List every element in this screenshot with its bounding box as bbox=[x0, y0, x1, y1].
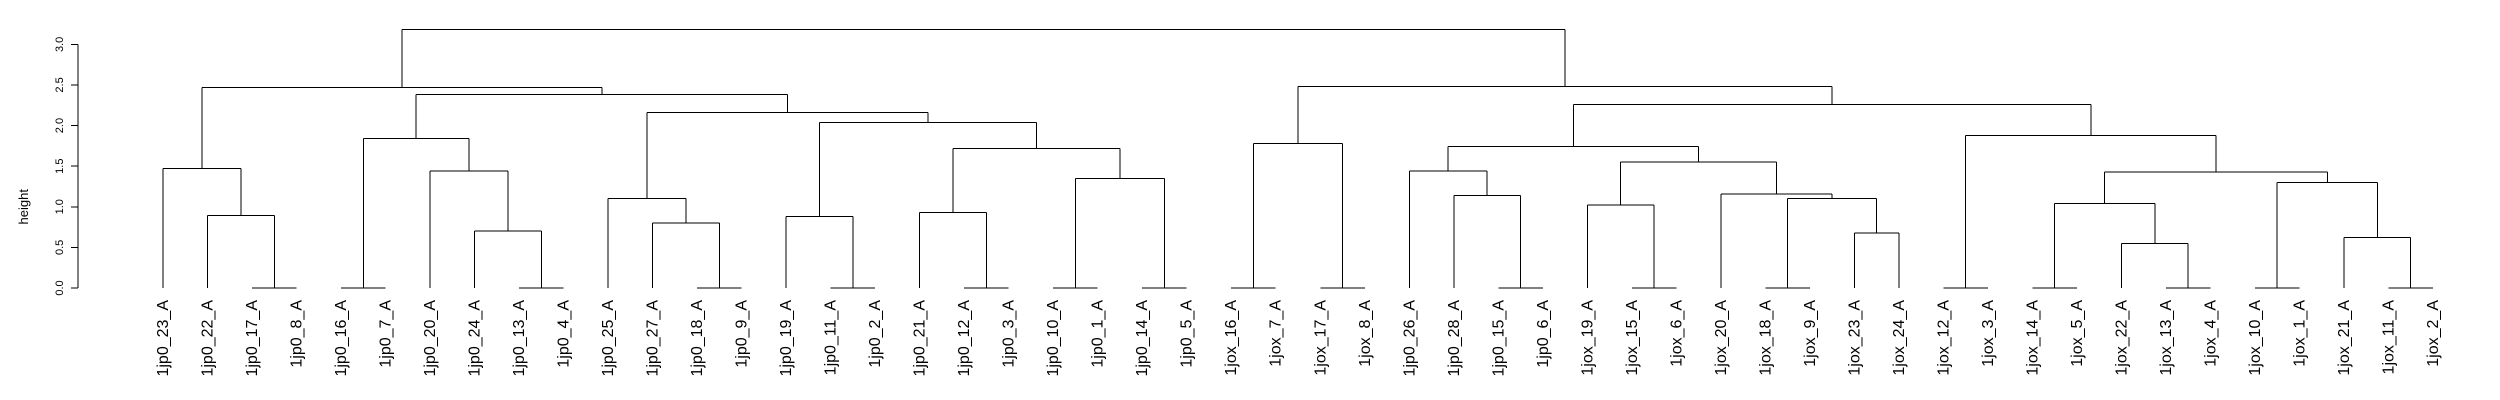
leaf-label: 1jox_13_A bbox=[2158, 300, 2175, 376]
leaf-label: 1jox_22_A bbox=[2113, 300, 2130, 376]
leaf-labels: 1jp0_23_A 1jp0_22_A 1jp0_17_A 1jp0_8_A 1jp0_… bbox=[155, 300, 2442, 377]
leaf-label: 1jp0_2_A bbox=[867, 300, 884, 368]
merge-node bbox=[1447, 146, 1700, 172]
leaf-label: 1jox_20_A bbox=[1713, 300, 1730, 376]
leaf-label: 1jox_15_A bbox=[1624, 300, 1641, 376]
leaf-label: 1jp0_25_A bbox=[600, 300, 617, 377]
y-tick-label: 3.0 bbox=[54, 37, 66, 52]
merge-node bbox=[1297, 86, 1833, 144]
leaf-label: 1jox_4_A bbox=[2202, 300, 2219, 367]
merge-node bbox=[785, 216, 854, 288]
merge-node bbox=[607, 198, 687, 288]
leaf-label: 1jox_23_A bbox=[1846, 300, 1863, 376]
leaf-label: 1jp0_8_A bbox=[289, 300, 306, 368]
merge-node bbox=[819, 121, 1038, 217]
y-tick-label: 0.5 bbox=[54, 240, 66, 255]
merge-node bbox=[1787, 198, 1878, 288]
y-axis: 0.0 0.5 1.0 1.5 2.0 2.5 3.0 height bbox=[16, 37, 79, 296]
merge-node bbox=[2104, 171, 2328, 204]
merge-node bbox=[1074, 177, 1165, 288]
merge-node bbox=[2054, 203, 2156, 288]
merge-node bbox=[952, 147, 1121, 213]
leaf-label: 1jp0_21_A bbox=[912, 300, 929, 377]
y-axis-title: height bbox=[16, 189, 31, 225]
leaf-label: 1jp0_9_A bbox=[734, 300, 751, 368]
merge-node bbox=[474, 230, 542, 288]
leaf-label: 1jp0_15_A bbox=[1490, 300, 1507, 377]
merge-node bbox=[1453, 194, 1522, 288]
merge-node bbox=[362, 138, 470, 288]
leaf-label: 1jp0_10_A bbox=[1045, 300, 1062, 377]
leaf-label: 1jox_1_A bbox=[2291, 300, 2308, 367]
leaf-label: 1jp0_24_A bbox=[467, 300, 484, 377]
merge-node bbox=[2276, 181, 2378, 288]
leaf-label: 1jox_11_A bbox=[2380, 300, 2397, 375]
merge-node bbox=[2343, 237, 2412, 288]
leaf-label: 1jox_16_A bbox=[1223, 300, 1240, 376]
leaf-label: 1jox_24_A bbox=[1891, 300, 1908, 376]
leaf-label: 1jox_8_A bbox=[1357, 300, 1374, 367]
merge-node bbox=[1965, 134, 2217, 288]
leaf-label: 1jp0_11_A bbox=[823, 300, 840, 376]
dendrogram-branches bbox=[162, 29, 2433, 289]
leaf-label: 1jp0_4_A bbox=[556, 300, 573, 368]
y-ticks: 0.0 0.5 1.0 1.5 2.0 2.5 3.0 bbox=[54, 37, 78, 296]
leaf-label: 1jox_7_A bbox=[1268, 300, 1285, 367]
leaf-label: 1jp0_18_A bbox=[689, 300, 706, 377]
merge-node bbox=[919, 211, 987, 288]
merge-node bbox=[429, 170, 509, 288]
merge-node bbox=[1408, 170, 1488, 288]
leaf-label: 1jp0_3_A bbox=[1001, 300, 1018, 368]
y-tick-label: 2.0 bbox=[54, 118, 66, 133]
leaf-label: 1jp0_28_A bbox=[1446, 300, 1463, 377]
leaf-label: 1jp0_17_A bbox=[244, 300, 261, 377]
merge-node bbox=[652, 222, 720, 288]
merge-node bbox=[646, 112, 929, 199]
leaf-label: 1jox_14_A bbox=[2024, 300, 2041, 376]
merge-node bbox=[207, 215, 275, 288]
leaf-label: 1jp0_16_A bbox=[333, 300, 350, 377]
merge-node bbox=[1720, 193, 1833, 288]
merge-node bbox=[415, 94, 789, 139]
merge-node bbox=[1586, 204, 1655, 288]
leaf-label: 1jp0_23_A bbox=[155, 300, 172, 377]
leaf-label: 1jox_19_A bbox=[1579, 300, 1596, 376]
leaf-label: 1jox_2_A bbox=[2425, 300, 2442, 367]
leaf-label: 1jp0_14_A bbox=[1134, 300, 1151, 377]
leaf-label: 1jox_3_A bbox=[1980, 300, 1997, 367]
leaf-label: 1jp0_13_A bbox=[511, 300, 528, 377]
y-tick-label: 1.0 bbox=[54, 199, 66, 214]
y-tick-label: 0.0 bbox=[54, 280, 66, 295]
merge-node bbox=[1572, 103, 2092, 147]
leaf-label: 1jox_12_A bbox=[1935, 300, 1952, 376]
leaf-label: 1jox_18_A bbox=[1757, 300, 1774, 376]
y-tick-label: 2.5 bbox=[54, 77, 66, 92]
leaf-label: 1jp0_12_A bbox=[956, 300, 973, 377]
leaf-label: 1jox_9_A bbox=[1802, 300, 1819, 367]
merge-node bbox=[1252, 142, 1344, 288]
leaf-label: 1jox_17_A bbox=[1312, 300, 1329, 376]
leaf-label: 1jp0_27_A bbox=[645, 300, 662, 377]
y-tick-label: 1.5 bbox=[54, 159, 66, 174]
leaf-label: 1jp0_22_A bbox=[200, 300, 217, 377]
leaf-label: 1jp0_19_A bbox=[778, 300, 795, 377]
merge-node bbox=[1620, 161, 1777, 206]
merge-node bbox=[201, 86, 603, 169]
leaf-label: 1jp0_5_A bbox=[1179, 300, 1196, 368]
merge-node bbox=[401, 29, 1566, 88]
leaf-label: 1jox_6_A bbox=[1668, 300, 1685, 367]
leaf-label: 1jp0_1_A bbox=[1090, 300, 1107, 368]
leaf-label: 1jp0_6_A bbox=[1535, 300, 1552, 368]
leaf-label: 1jp0_7_A bbox=[378, 300, 395, 368]
leaf-label: 1jox_5_A bbox=[2069, 300, 2086, 367]
leaf-label: 1jp0_20_A bbox=[422, 300, 439, 377]
leaf-label: 1jp0_26_A bbox=[1401, 300, 1418, 377]
leaf-label: 1jox_21_A bbox=[2336, 300, 2353, 376]
leaf-label: 1jox_10_A bbox=[2247, 300, 2264, 376]
merge-node bbox=[162, 168, 242, 288]
merge-node bbox=[1853, 232, 1900, 288]
merge-node bbox=[2120, 242, 2189, 288]
